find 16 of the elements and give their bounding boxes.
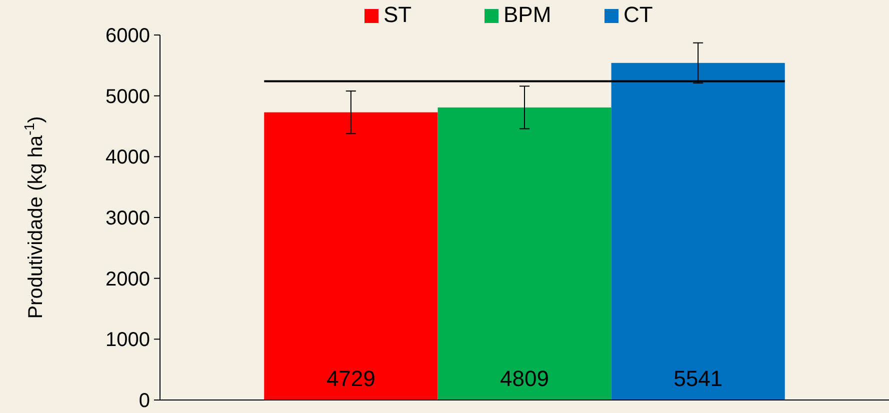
data-label: 4809 [500, 366, 549, 391]
legend-label: CT [624, 2, 653, 27]
y-tick-label: 4000 [106, 146, 150, 169]
y-tick-label: 3000 [106, 208, 150, 230]
y-tick-label: 5000 [106, 86, 150, 108]
legend-label: BPM [504, 2, 552, 27]
y-tick-label: 6000 [106, 25, 150, 47]
bar [438, 107, 612, 400]
data-label: 5541 [674, 366, 723, 391]
legend-label: ST [384, 2, 412, 27]
y-tick-label: 0 [138, 390, 150, 412]
data-label: 4729 [326, 366, 376, 391]
bar [264, 112, 438, 400]
bar [611, 62, 785, 400]
y-tick-label: 2000 [106, 268, 150, 290]
y-tick-label: 1000 [106, 329, 150, 352]
